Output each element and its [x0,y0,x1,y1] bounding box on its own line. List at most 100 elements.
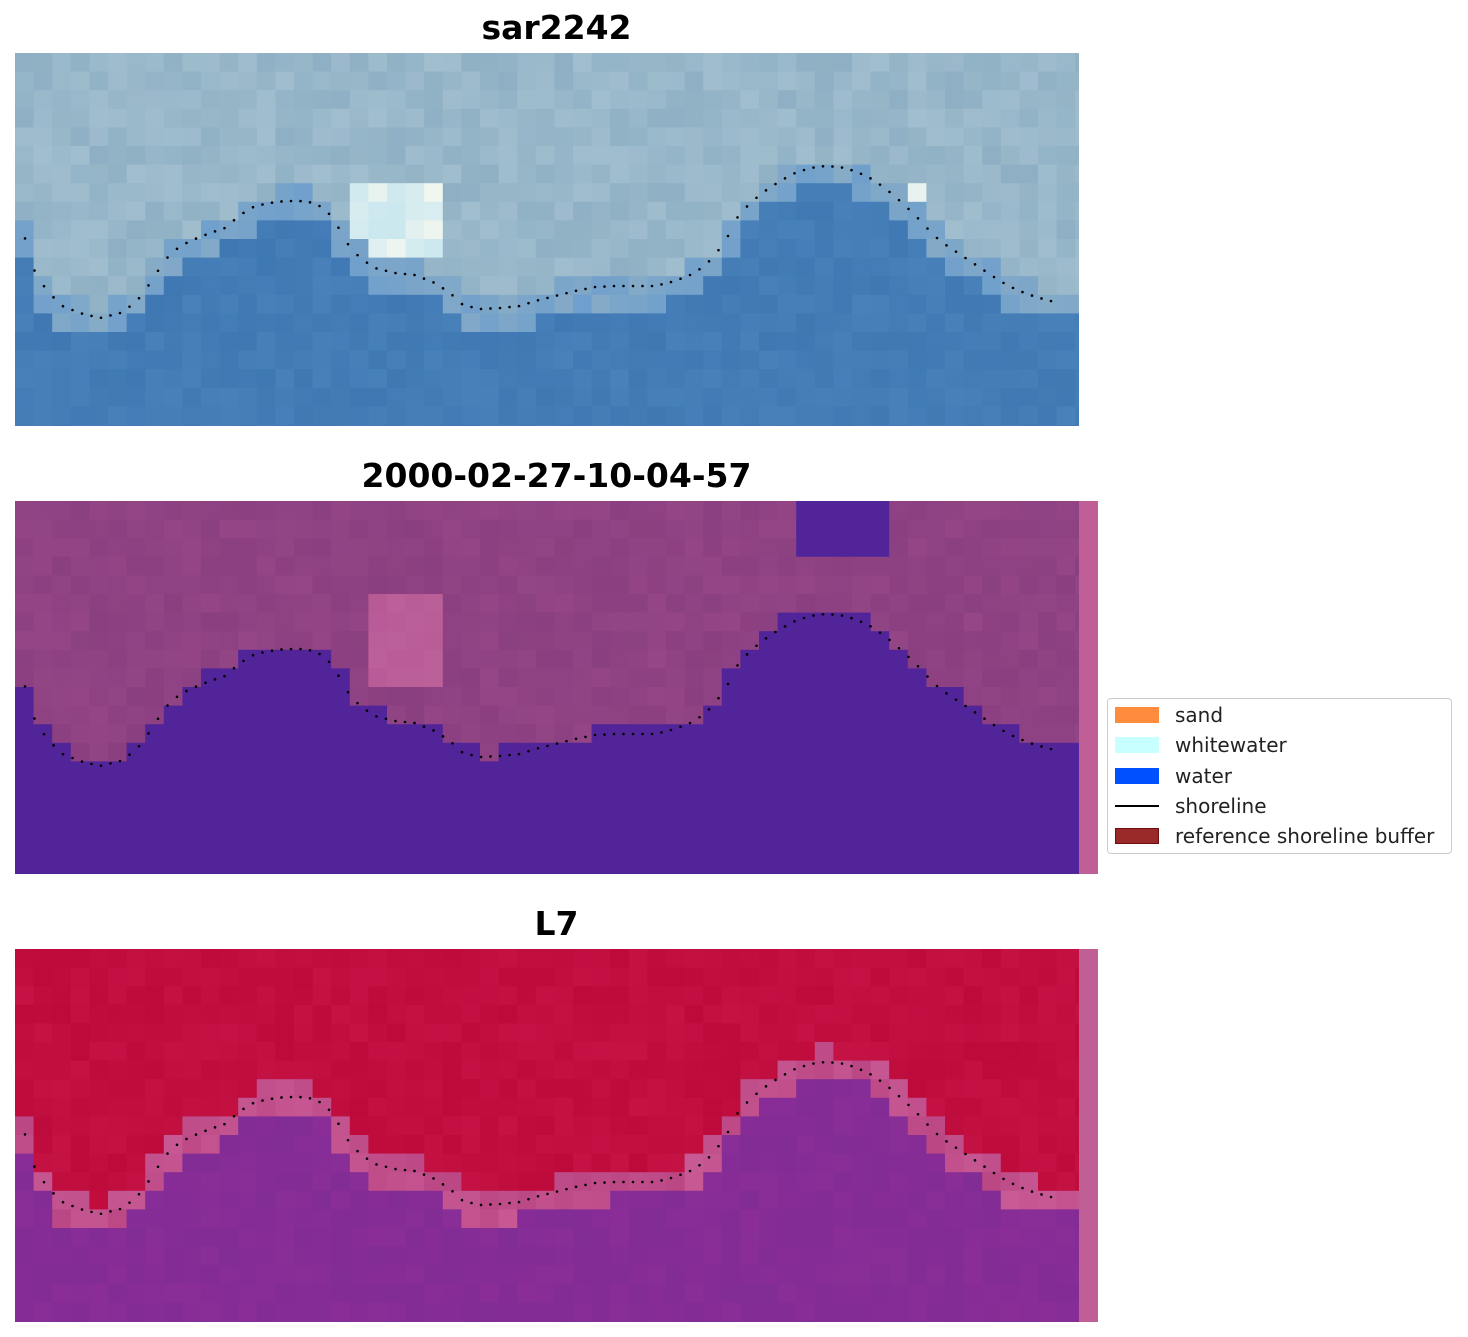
raster-cell [15,631,35,651]
raster-cell [535,687,555,707]
shoreline-point [242,1107,245,1111]
raster-cell [442,1321,462,1322]
raster-cell [424,1116,444,1136]
raster-cell [703,873,723,874]
raster-cell [777,854,797,874]
raster-cell [126,276,146,296]
raster-cell [405,631,425,651]
raster-cell [591,53,611,73]
raster-cell [889,220,909,240]
raster-cell [163,1004,183,1024]
raster-cell [89,1079,109,1099]
raster-cell [982,742,1002,762]
raster-cell [1019,164,1039,184]
raster-cell [963,108,983,128]
raster-cell [89,294,109,314]
raster-cell [442,1023,462,1043]
raster-cell [52,90,72,110]
raster-cell [368,687,388,707]
raster-cell [108,668,128,688]
raster-cell [833,276,853,296]
raster-cell [89,1097,109,1117]
raster-cell [777,108,797,128]
raster-cell [405,761,425,781]
raster-cell [498,798,518,818]
raster-cell [796,1321,816,1322]
shoreline-point [603,285,606,288]
raster-cell [1019,1023,1039,1043]
raster-cell [201,313,221,333]
raster-cell [219,53,239,73]
raster-cell [759,649,779,669]
shoreline-point [536,746,540,750]
raster-cell [126,949,146,969]
raster-cell [703,594,723,614]
shoreline-point [223,1122,226,1126]
raster-cell [814,780,834,800]
raster-cell [517,575,537,595]
raster-cell [666,108,686,128]
raster-cell [926,817,946,837]
raster-cell [201,53,221,73]
shoreline-point [736,1112,739,1115]
raster-cell [666,1153,686,1173]
raster-cell [182,332,202,352]
raster-cell [982,1321,1002,1322]
raster-cell [70,1153,90,1173]
raster-cell [145,201,165,221]
raster-cell [275,146,295,166]
raster-cell [331,71,351,91]
raster-cell [368,1135,388,1155]
raster-cell [387,1023,407,1043]
raster-cell [52,1321,72,1322]
shoreline-point [907,655,910,659]
raster-cell [721,257,741,277]
raster-cell [219,631,239,651]
raster-cell [777,201,797,221]
raster-cell [126,631,146,651]
raster-cell [498,350,518,370]
raster-cell [480,332,500,352]
raster-cell [591,1042,611,1062]
raster-cell [926,612,946,632]
raster-cell [1000,201,1020,221]
raster-cell [554,1228,574,1248]
raster-cell [1019,183,1039,203]
raster-cell [982,668,1002,688]
raster-cell [480,1283,500,1303]
raster-cell [312,519,332,539]
raster-cell [684,1302,704,1322]
raster-cell [33,949,53,969]
shoreline-point [631,1180,635,1184]
raster-cell [182,668,202,688]
raster-cell [108,276,128,296]
raster-cell [740,631,760,651]
raster-cell [777,425,797,426]
raster-cell [89,575,109,595]
raster-cell [759,1153,779,1173]
raster-cell [145,164,165,184]
raster-cell [108,967,128,987]
raster-cell [238,501,258,521]
raster-cell [442,1265,462,1285]
raster-cell [163,313,183,333]
raster-cell [163,276,183,296]
raster-cell [573,1172,593,1192]
raster-cell [1056,705,1076,725]
raster-cell [703,631,723,651]
raster-cell [517,594,537,614]
raster-cell [777,631,797,651]
raster-cell [907,1246,927,1266]
raster-cell [647,294,667,314]
raster-cell [926,108,946,128]
raster-cell [70,387,90,407]
raster-cell [461,108,481,128]
raster-cell [666,406,686,426]
raster-cell [573,575,593,595]
raster-cell [870,201,890,221]
raster-cell [1019,687,1039,707]
raster-cell [294,294,314,314]
raster-cell [982,687,1002,707]
raster-cell [312,1228,332,1248]
raster-cell [349,127,369,147]
